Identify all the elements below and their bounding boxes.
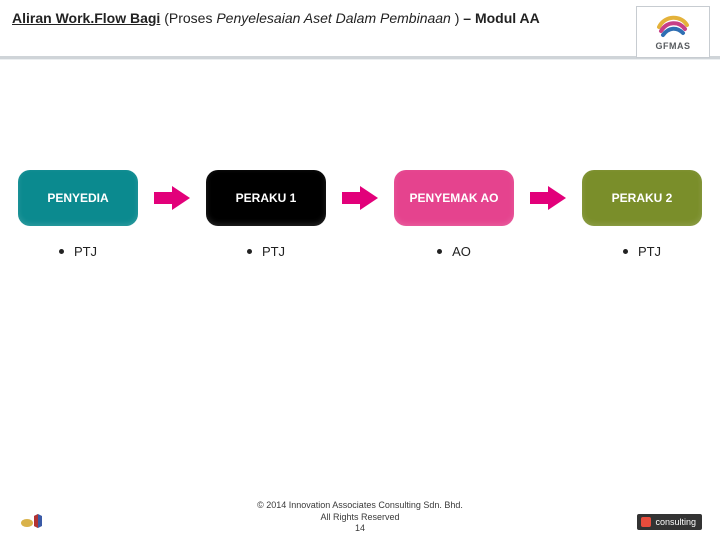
footer-copyright: © 2014 Innovation Associates Consulting … [0, 500, 720, 511]
title-paren-open: (Proses [164, 10, 216, 26]
title-paren-close: ) [451, 10, 460, 26]
header-rule [0, 56, 720, 59]
footer: © 2014 Innovation Associates Consulting … [0, 500, 720, 534]
stage-bullet: PTJ [623, 244, 661, 259]
arrow-icon [342, 186, 378, 210]
workflow-bullets: PTJ PTJ AO PTJ [18, 244, 702, 259]
gfmas-logo: GFMAS [636, 6, 710, 58]
footer-brand-text: consulting [655, 517, 696, 527]
footer-brand-chip-icon [641, 517, 651, 527]
stage-bullet: PTJ [247, 244, 285, 259]
workflow-row: PENYEDIA PERAKU 1 PENYEMAK AO PERAKU 2 [18, 170, 702, 226]
footer-right-brand: consulting [637, 514, 702, 530]
stage-bullet-text: AO [452, 244, 471, 259]
footer-page: 14 [0, 523, 720, 534]
stage-bullet-text: PTJ [74, 244, 97, 259]
stage-bullet-text: PTJ [262, 244, 285, 259]
arrow-icon [530, 186, 566, 210]
page-header: Aliran Work.Flow Bagi (Proses Penyelesai… [12, 10, 708, 26]
page-title: Aliran Work.Flow Bagi (Proses Penyelesai… [12, 10, 708, 26]
gfmas-text: GFMAS [656, 41, 691, 51]
stage-penyemak-ao: PENYEMAK AO [394, 170, 514, 226]
stage-penyedia: PENYEDIA [18, 170, 138, 226]
footer-rights: All Rights Reserved [0, 512, 720, 523]
title-part1: Aliran Work.Flow Bagi [12, 10, 160, 26]
stage-bullet: PTJ [59, 244, 97, 259]
title-italic: Penyelesaian Aset Dalam Pembinaan [216, 10, 451, 26]
stage-bullet-text: PTJ [638, 244, 661, 259]
stage-peraku-1: PERAKU 1 [206, 170, 326, 226]
stage-bullet: AO [437, 244, 471, 259]
stage-peraku-2: PERAKU 2 [582, 170, 702, 226]
title-part3: – Modul AA [463, 10, 539, 26]
gfmas-swirl-icon [655, 13, 691, 39]
arrow-icon [154, 186, 190, 210]
